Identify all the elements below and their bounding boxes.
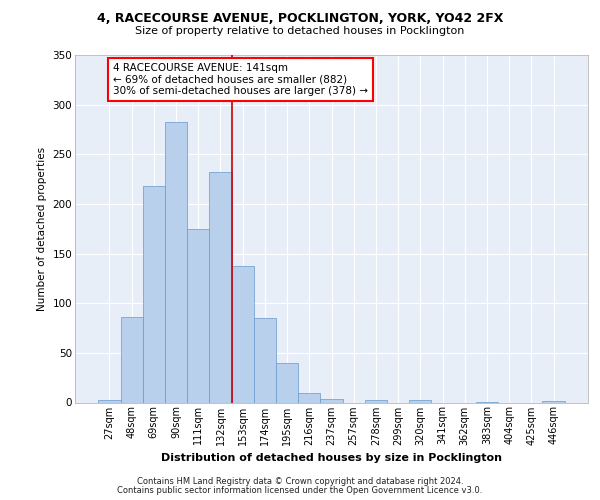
Bar [121,317,143,402]
Text: 4, RACECOURSE AVENUE, POCKLINGTON, YORK, YO42 2FX: 4, RACECOURSE AVENUE, POCKLINGTON, YORK,… [97,12,503,26]
Bar [409,400,431,402]
Text: Size of property relative to detached houses in Pocklington: Size of property relative to detached ho… [136,26,464,36]
Text: Contains public sector information licensed under the Open Government Licence v3: Contains public sector information licen… [118,486,482,495]
Bar [143,186,165,402]
X-axis label: Distribution of detached houses by size in Pocklington: Distribution of detached houses by size … [161,453,502,463]
Bar [542,400,565,402]
Bar [365,400,387,402]
Bar [187,229,209,402]
Bar [209,172,232,402]
Text: Contains HM Land Registry data © Crown copyright and database right 2024.: Contains HM Land Registry data © Crown c… [137,477,463,486]
Bar [320,398,343,402]
Bar [276,363,298,403]
Bar [98,400,121,402]
Bar [232,266,254,402]
Text: 4 RACECOURSE AVENUE: 141sqm
← 69% of detached houses are smaller (882)
30% of se: 4 RACECOURSE AVENUE: 141sqm ← 69% of det… [113,63,368,96]
Bar [165,122,187,402]
Bar [254,318,276,402]
Bar [298,392,320,402]
Y-axis label: Number of detached properties: Number of detached properties [37,146,47,311]
